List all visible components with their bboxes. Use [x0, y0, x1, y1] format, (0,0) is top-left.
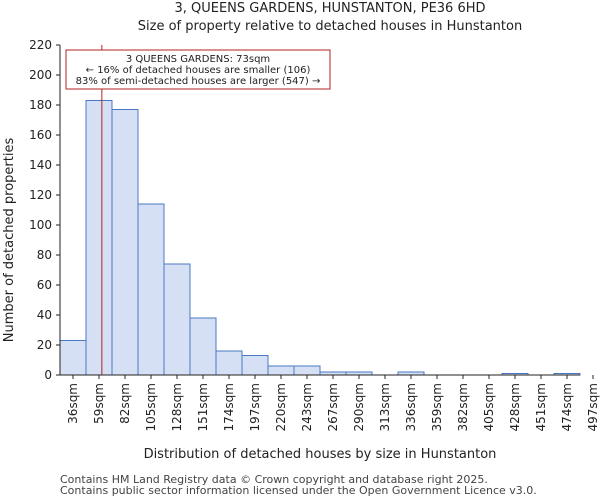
- bar-220sqm: [267, 365, 295, 376]
- y-axis-label: Number of detached properties: [2, 138, 17, 343]
- y-tick-label: 80: [37, 248, 52, 262]
- bar-105sqm: [137, 203, 165, 376]
- bar-197sqm: [241, 355, 269, 376]
- y-tick-label: 160: [29, 128, 52, 142]
- y-tick-label: 120: [29, 188, 52, 202]
- y-tick-label: 220: [29, 38, 52, 52]
- bar-174sqm: [215, 350, 243, 376]
- y-tick-label: 0: [44, 368, 52, 382]
- x-tick-label: 243sqm: [300, 383, 314, 431]
- annotation-line-1: 3 QUEENS GARDENS: 73sqm: [126, 54, 270, 65]
- y-tick-label: 60: [37, 278, 52, 292]
- x-tick-label: 290sqm: [352, 383, 366, 431]
- x-tick-label: 220sqm: [274, 383, 288, 431]
- x-tick-label: 174sqm: [222, 383, 236, 431]
- x-tick-label: 428sqm: [508, 383, 522, 431]
- bar-243sqm: [293, 365, 321, 376]
- x-tick-label: 451sqm: [534, 383, 548, 431]
- x-tick-label: 36sqm: [66, 383, 80, 424]
- x-tick-label: 336sqm: [404, 383, 418, 431]
- x-tick-label: 197sqm: [248, 383, 262, 431]
- bars-group: [59, 100, 581, 376]
- x-tick-label: 151sqm: [196, 383, 210, 431]
- bar-59sqm: [85, 100, 113, 376]
- y-tick-label: 20: [37, 338, 52, 352]
- bar-151sqm: [189, 317, 217, 376]
- x-tick-label: 405sqm: [482, 383, 496, 431]
- chart-title: 3, QUEENS GARDENS, HUNSTANTON, PE36 6HD: [174, 1, 485, 16]
- footer-line-2: Contains public sector information licen…: [60, 484, 537, 497]
- x-tick-label: 474sqm: [560, 383, 574, 431]
- x-tick-label: 313sqm: [378, 383, 392, 431]
- x-tick-label: 59sqm: [92, 383, 106, 424]
- y-tick-label: 180: [29, 98, 52, 112]
- annotation-line-2: ← 16% of detached houses are smaller (10…: [86, 65, 311, 76]
- bar-128sqm: [163, 263, 191, 376]
- x-tick-label: 82sqm: [118, 383, 132, 424]
- annotation-line-3: 83% of semi-detached houses are larger (…: [76, 76, 321, 87]
- x-tick-label: 128sqm: [170, 383, 184, 431]
- y-tick-label: 140: [29, 158, 52, 172]
- chart-subtitle: Size of property relative to detached ho…: [138, 19, 522, 34]
- bar-36sqm: [59, 340, 87, 376]
- x-tick-label: 497sqm: [586, 383, 600, 431]
- y-axis-ticks: 0 20 40 60 80 100 120 140 160 180 200 220: [29, 38, 60, 382]
- bar-82sqm: [111, 109, 139, 376]
- x-tick-label: 382sqm: [456, 383, 470, 431]
- x-axis-label: Distribution of detached houses by size …: [144, 447, 497, 462]
- x-tick-label: 359sqm: [430, 383, 444, 431]
- x-tick-label: 267sqm: [326, 383, 340, 431]
- footer-line-1: Contains HM Land Registry data © Crown c…: [60, 473, 488, 486]
- x-tick-label: 105sqm: [144, 383, 158, 431]
- y-tick-label: 100: [29, 218, 52, 232]
- y-tick-label: 40: [37, 308, 52, 322]
- x-axis-ticks: 36sqm 59sqm 82sqm 105sqm 128sqm 151sqm 174sqm 1…: [66, 375, 600, 431]
- annotation-box: [65, 49, 331, 90]
- y-tick-label: 200: [29, 68, 52, 82]
